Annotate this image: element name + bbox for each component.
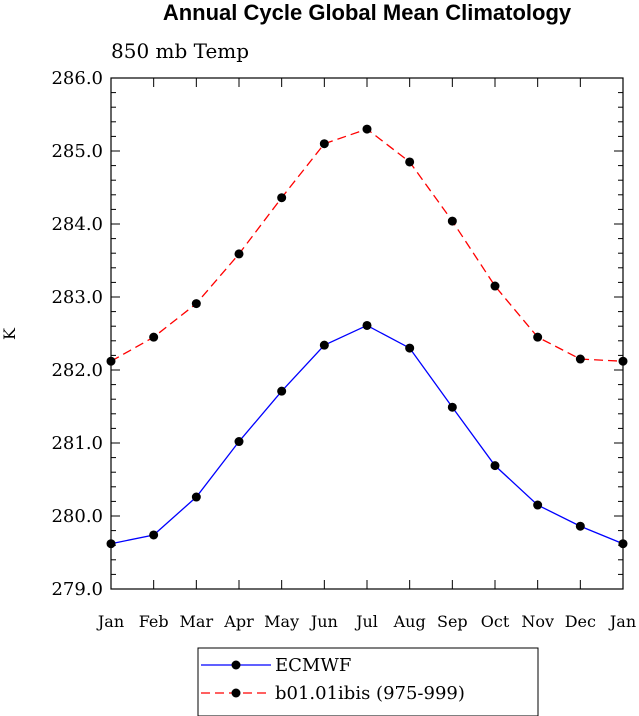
series-1-point [277,386,287,396]
series-line-1 [110,324,624,545]
series-2-point [405,157,415,167]
x-tick-label: May [264,612,299,631]
series-2-point [234,249,244,259]
series-2-point [618,356,628,366]
series-2-point [447,216,457,226]
series-2-point [149,332,159,342]
x-axis: Jan Feb Mar Apr May Jun Jul Aug Sep Oct Nov Dec Jan [96,78,636,631]
series-1-point [362,320,372,330]
x-tick-label: Dec [565,612,596,631]
x-tick-label: Jun [309,612,338,631]
y-axis: 279.0 280.0 281.0 282.0 283.0 284.0 285.0 286.0 [51,68,623,600]
y-tick-label: 286.0 [51,68,103,89]
series-1-point [191,492,201,502]
x-tick-label: Mar [180,612,214,631]
series-2-point [277,193,287,203]
x-tick-label: Jan [608,612,636,631]
series-2-point [533,332,543,342]
plot-frame [110,77,624,590]
series-1-point [106,539,116,549]
series-1-point [319,340,329,350]
y-tick-label: 283.0 [51,287,103,308]
series-1-point [533,500,543,510]
x-tick-label: Nov [521,612,554,631]
series-1-point [447,402,457,412]
y-tick-label: 284.0 [51,214,103,235]
x-tick-label: Sep [437,612,468,631]
legend-marker-1 [231,660,241,670]
series-1-point [618,539,628,549]
x-tick-label: Aug [393,612,426,631]
y-tick-label: 285.0 [51,141,103,162]
series-2-point [106,356,116,366]
y-tick-label: 280.0 [51,506,103,527]
x-tick-label: Feb [139,612,169,631]
y-tick-label: 282.0 [51,360,103,381]
plot-series [106,124,628,549]
x-tick-label: Jan [96,612,124,631]
series-1-point [405,343,415,353]
series-1-point [234,437,244,447]
chart-title: Annual Cycle Global Mean Climatology [163,0,572,25]
legend-label-2: b01.01ibis (975-999) [275,683,465,704]
series-2-point [490,281,500,291]
legend-box [197,647,539,716]
y-tick-label: 279.0 [51,579,103,600]
series-2-point [319,139,329,149]
y-tick-label: 281.0 [51,433,103,454]
legend-marker-2 [231,688,241,698]
series-2-point [362,124,372,134]
chart-subtitle: 850 mb Temp [111,39,249,63]
y-axis-label: K [0,327,19,340]
x-tick-label: Jul [354,612,378,631]
series-1-point [149,530,159,540]
x-tick-label: Apr [223,612,254,631]
x-tick-label: Oct [481,612,510,631]
series-2-point [575,354,585,364]
series-2-point [191,299,201,309]
series-1-point [575,521,585,531]
legend-label-1: ECMWF [275,655,351,676]
legend: ECMWF b01.01ibis (975-999) [197,647,539,716]
series-1-point [490,461,500,471]
